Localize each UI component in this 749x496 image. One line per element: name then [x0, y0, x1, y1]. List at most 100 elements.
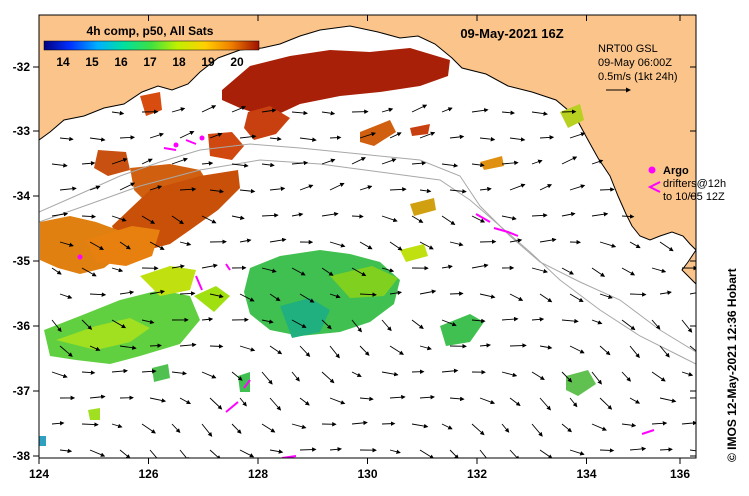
current-vector: [561, 267, 574, 275]
current-vector: [299, 137, 317, 142]
current-vector: [599, 397, 613, 410]
current-vector: [359, 241, 373, 250]
y-axis: -32 -33 -34 -35 -36 -37 -38: [13, 60, 696, 463]
current-vector: [89, 241, 104, 250]
current-vector: [231, 423, 242, 434]
current-vector: [479, 343, 491, 348]
current-vector: [411, 423, 429, 429]
current-vector: [231, 371, 243, 381]
current-vector: [231, 163, 249, 168]
argo-floats: [77, 135, 205, 260]
colorbar-tick-19: 19: [201, 55, 215, 69]
current-vector: [479, 186, 492, 192]
current-vector: [239, 449, 255, 458]
current-vector: [561, 211, 576, 217]
sst-warm-band: [40, 48, 584, 274]
current-vector: [59, 241, 74, 247]
current-vector: [629, 241, 641, 249]
current-vector: [509, 449, 520, 458]
current-vector: [59, 345, 73, 357]
current-vector: [621, 423, 637, 428]
current-vector: [201, 263, 218, 269]
current-vector: [539, 345, 553, 350]
current-vector: [479, 449, 491, 458]
current-vector: [359, 132, 376, 139]
current-vector: [629, 397, 641, 404]
current-vector: [539, 293, 553, 303]
current-vector: [509, 238, 523, 243]
current-vector: [389, 394, 406, 400]
current-vector: [539, 135, 555, 140]
current-vector: [201, 161, 214, 166]
current-vector: [659, 447, 673, 452]
current-vector: [351, 267, 367, 277]
current-vector: [411, 160, 427, 166]
current-vector: [149, 449, 161, 458]
current-vector: [471, 423, 485, 436]
current-vector: [539, 449, 553, 458]
current-vector: [531, 213, 548, 218]
drifter-tracks: [163, 139, 655, 458]
current-vector: [149, 132, 164, 139]
current-vector: [81, 267, 97, 277]
info-line2: 09-May 06:00Z: [598, 57, 672, 69]
current-vector: [411, 319, 424, 330]
current-vector: [651, 267, 667, 273]
current-vector: [359, 185, 373, 191]
current-vector: [441, 215, 456, 226]
current-vector: [621, 214, 635, 219]
current-vector: [111, 157, 128, 165]
current-vector: [209, 132, 223, 139]
x-tick-124: 124: [29, 467, 49, 481]
current-vector: [599, 448, 615, 453]
current-vector: [321, 371, 335, 384]
current-vector: [179, 131, 195, 139]
legend-argo: Argo: [663, 165, 689, 177]
current-vector: [531, 159, 543, 165]
current-vector: [351, 420, 368, 426]
current-vector: [51, 163, 68, 168]
current-vector: [81, 161, 96, 166]
current-vector: [659, 345, 670, 358]
current-vector: [501, 316, 519, 322]
x-tick-128: 128: [248, 467, 268, 481]
current-vector: [441, 423, 453, 430]
current-vector: [351, 214, 364, 219]
current-vector: [81, 319, 93, 330]
current-vector: [689, 345, 696, 352]
current-vector: [381, 421, 396, 426]
current-vector: [681, 371, 694, 377]
current-vector: [299, 293, 315, 303]
current-vector: [179, 187, 197, 192]
current-vector: [171, 371, 187, 376]
current-vector: [261, 423, 276, 433]
current-vector: [201, 423, 213, 437]
y-tick--35: -35: [13, 254, 31, 268]
current-vector: [561, 423, 572, 433]
current-vector: [449, 396, 465, 402]
current-vector: [599, 293, 613, 299]
current-vector: [561, 156, 578, 165]
current-vector: [419, 449, 435, 458]
current-vector: [621, 371, 632, 382]
map-title: 09-May-2021 16Z: [460, 26, 563, 41]
drifter-icon: [647, 181, 661, 193]
current-vector: [479, 136, 496, 142]
current-vector: [651, 319, 661, 330]
colorbar-tick-18: 18: [172, 55, 186, 69]
current-vector: [599, 345, 611, 356]
y-tick--34: -34: [13, 189, 31, 203]
current-vector: [441, 368, 459, 374]
current-vector: [591, 371, 602, 385]
current-vector: [51, 267, 62, 275]
current-vector: [261, 319, 274, 324]
current-vector: [659, 397, 677, 403]
current-vector: [81, 422, 99, 427]
current-vector: [419, 289, 437, 295]
credit: © IMOS 12-May-2021 12:36 Hobart: [725, 268, 739, 462]
current-vector: [621, 267, 636, 276]
x-tick-130: 130: [357, 467, 377, 481]
current-vector: [89, 345, 101, 351]
current-vector: [351, 157, 366, 165]
current-vector: [419, 131, 436, 139]
